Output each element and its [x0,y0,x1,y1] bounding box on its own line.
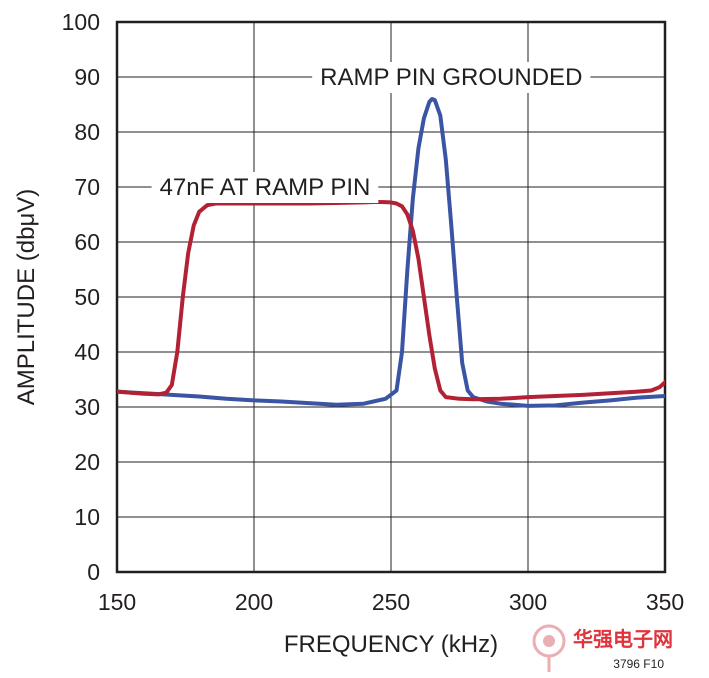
x-tick-label: 200 [235,589,273,615]
series-line-1 [117,97,665,408]
annotation-2: 47nF AT RAMP PIN [151,172,379,203]
series-line-2 [117,199,665,402]
figure-id: 3796 F10 [613,657,664,671]
y-axis-title: AMPLITUDE (dbμV) [13,189,40,406]
y-tick-label: 100 [62,9,100,35]
annotation-1: RAMP PIN GROUNDED [312,62,591,93]
y-tick-label: 50 [74,284,100,310]
y-tick-label: 20 [74,449,100,475]
y-tick-labels: 0 10 20 30 40 50 60 70 80 90 100 [62,9,100,585]
x-tick-label: 300 [509,589,547,615]
x-axis-title: FREQUENCY (kHz) [284,631,498,658]
x-tick-label: 350 [646,589,684,615]
plot-frame [115,20,667,574]
annotation-text: RAMP PIN GROUNDED [320,64,582,91]
annotation-text: 47nF AT RAMP PIN [160,174,371,201]
y-tick-label: 90 [74,64,100,90]
watermark-text: 华强电子网 [573,627,673,651]
annotations: RAMP PIN GROUNDED 47nF AT RAMP PIN [151,62,591,203]
x-tick-label: 250 [372,589,410,615]
y-tick-label: 30 [74,394,100,420]
watermark-logo-icon [532,624,566,672]
annotation-background [312,62,591,93]
series-layer [117,97,665,408]
grid [117,22,665,572]
y-tick-label: 40 [74,339,100,365]
watermark: 华强电子网 [532,624,673,672]
y-tick-label: 60 [74,229,100,255]
annotation-background [151,172,379,203]
x-tick-labels: 150 200 250 300 350 [98,589,684,615]
y-tick-label: 10 [74,504,100,530]
y-tick-label: 0 [87,559,100,585]
y-tick-label: 70 [74,174,100,200]
x-tick-label: 150 [98,589,136,615]
y-tick-label: 80 [74,119,100,145]
